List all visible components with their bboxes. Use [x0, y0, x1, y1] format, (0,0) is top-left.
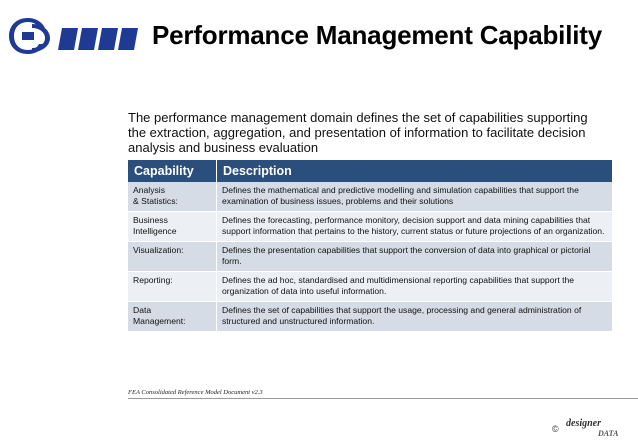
column-header-capability: Capability — [128, 160, 217, 182]
table-row: Analysis & Statistics: Defines the mathe… — [128, 182, 612, 212]
table-header-row: Capability Description — [128, 160, 612, 182]
table-row: Business Intelligence Defines the foreca… — [128, 211, 612, 242]
description-cell: Defines the forecasting, performance mon… — [216, 211, 612, 242]
capability-cell: Data Management: — [128, 301, 217, 332]
description-cell: Defines the presentation capabilities th… — [216, 241, 612, 272]
description-cell: Defines the set of capabilities that sup… — [216, 301, 612, 332]
table-row: Visualization: Defines the presentation … — [128, 241, 612, 272]
copyright-symbol: © — [552, 424, 559, 434]
table-row: Data Management: Defines the set of capa… — [128, 301, 612, 332]
intro-paragraph: The performance management domain define… — [128, 110, 588, 155]
description-cell: Defines the mathematical and predictive … — [216, 182, 612, 212]
brand-name: designer — [566, 418, 601, 429]
capability-table: Capability Description Analysis & Statis… — [128, 160, 612, 332]
brand-mark: © designer DATA — [552, 418, 632, 440]
footer-divider — [128, 398, 638, 399]
capability-cell: Reporting: — [128, 271, 217, 302]
capability-cell: Analysis & Statistics: — [128, 182, 217, 212]
capability-cell: Business Intelligence — [128, 211, 217, 242]
company-logo-icon — [9, 18, 138, 54]
column-header-description: Description — [216, 160, 612, 182]
capability-cell: Visualization: — [128, 241, 217, 272]
source-footnote: FEA Consolidated Reference Model Documen… — [128, 389, 263, 396]
table-row: Reporting: Defines the ad hoc, standardi… — [128, 271, 612, 302]
page-title: Performance Management Capability — [152, 20, 602, 50]
brand-subname: DATA — [598, 429, 619, 438]
description-cell: Defines the ad hoc, standardised and mul… — [216, 271, 612, 302]
